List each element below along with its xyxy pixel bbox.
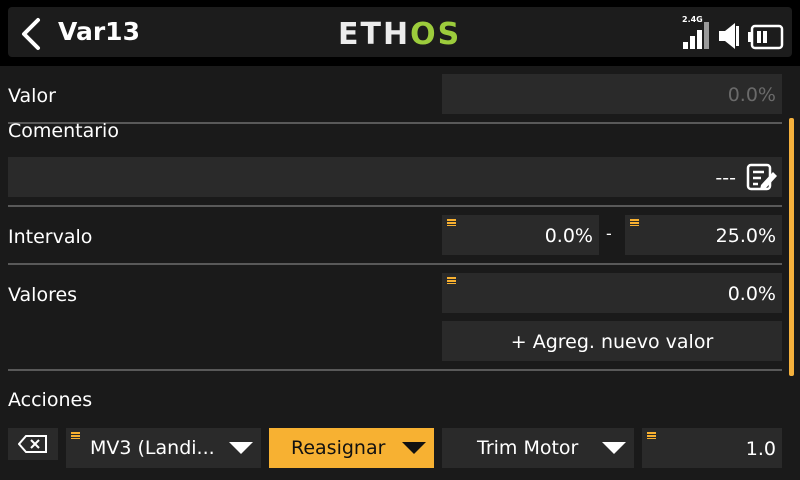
header-background xyxy=(8,7,792,57)
menu-marker-icon xyxy=(447,277,456,284)
chevron-left-icon xyxy=(22,18,40,50)
chevron-down-icon xyxy=(602,442,626,454)
add-value-button[interactable]: + Agreg. nuevo valor xyxy=(442,321,782,361)
menu-marker-icon xyxy=(71,432,80,439)
valor-label: Valor xyxy=(8,85,56,107)
comentario-value: --- xyxy=(715,167,736,189)
chevron-down-icon xyxy=(229,442,253,454)
valor-field: 0.0% xyxy=(442,74,782,114)
acciones-label: Acciones xyxy=(8,389,93,411)
ethos-logo: ETHOS xyxy=(338,17,462,52)
backspace-icon xyxy=(18,435,47,453)
intervalo-max-field[interactable]: 25.0% xyxy=(625,215,782,255)
divider xyxy=(8,122,782,124)
action-mode-dropdown[interactable]: Reasignar xyxy=(269,428,434,468)
intervalo-min-field[interactable]: 0.0% xyxy=(442,215,599,255)
action-amount-field[interactable]: 1.0 xyxy=(642,428,782,468)
comentario-field[interactable]: --- xyxy=(8,157,782,197)
signal-icon: 2.4G xyxy=(682,15,710,50)
divider xyxy=(8,369,782,371)
menu-marker-icon xyxy=(447,219,456,226)
settings-panel: Valor 0.0% Comentario --- Intervalo 0.0%… xyxy=(0,66,800,480)
action-target-dropdown[interactable]: Trim Motor xyxy=(442,428,634,468)
menu-marker-icon xyxy=(630,219,639,226)
valores-field[interactable]: 0.0% xyxy=(442,273,782,313)
top-bar: Var13 ETHOS 2.4G xyxy=(0,0,800,66)
divider xyxy=(8,205,782,207)
scrollbar[interactable] xyxy=(789,118,794,376)
page-title: Var13 xyxy=(58,17,140,46)
delete-action-button[interactable] xyxy=(8,428,58,460)
intervalo-label: Intervalo xyxy=(8,226,93,248)
status-icons: 2.4G xyxy=(682,14,784,50)
edit-icon xyxy=(746,163,777,191)
chevron-down-icon xyxy=(402,442,426,454)
back-button[interactable] xyxy=(12,14,50,54)
speaker-icon xyxy=(719,23,739,49)
battery-icon xyxy=(748,24,784,50)
action-source-dropdown[interactable]: MV3 (Landi... xyxy=(66,428,261,468)
comentario-label: Comentario xyxy=(8,120,119,142)
band-label: 2.4G xyxy=(682,15,703,24)
divider xyxy=(8,263,782,265)
menu-marker-icon xyxy=(647,432,656,439)
valores-label: Valores xyxy=(8,284,78,306)
range-separator: - xyxy=(606,224,612,243)
